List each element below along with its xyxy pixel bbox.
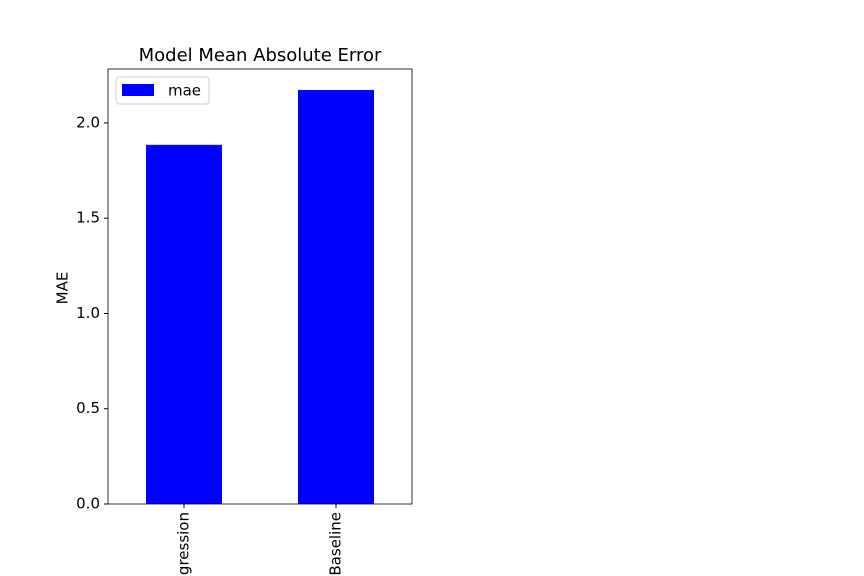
y-tick-label: 2.0 bbox=[76, 113, 100, 131]
bar bbox=[298, 89, 374, 505]
y-tick-label: 0.0 bbox=[76, 495, 100, 513]
y-axis-label: MAE bbox=[54, 272, 72, 305]
legend-label: mae bbox=[168, 82, 201, 100]
plot-frame bbox=[107, 68, 413, 505]
y-tick-label: 0.5 bbox=[76, 399, 100, 417]
y-tick-label: 1.5 bbox=[76, 209, 100, 227]
legend: mae bbox=[115, 76, 210, 105]
y-tick-label: 1.0 bbox=[76, 304, 100, 322]
chart-title: Model Mean Absolute Error bbox=[139, 45, 382, 66]
bar bbox=[146, 144, 222, 505]
x-tick-label: gression bbox=[175, 512, 193, 575]
legend-swatch bbox=[122, 84, 154, 96]
x-tick-label: Baseline bbox=[327, 512, 345, 576]
legend-box bbox=[115, 76, 210, 105]
